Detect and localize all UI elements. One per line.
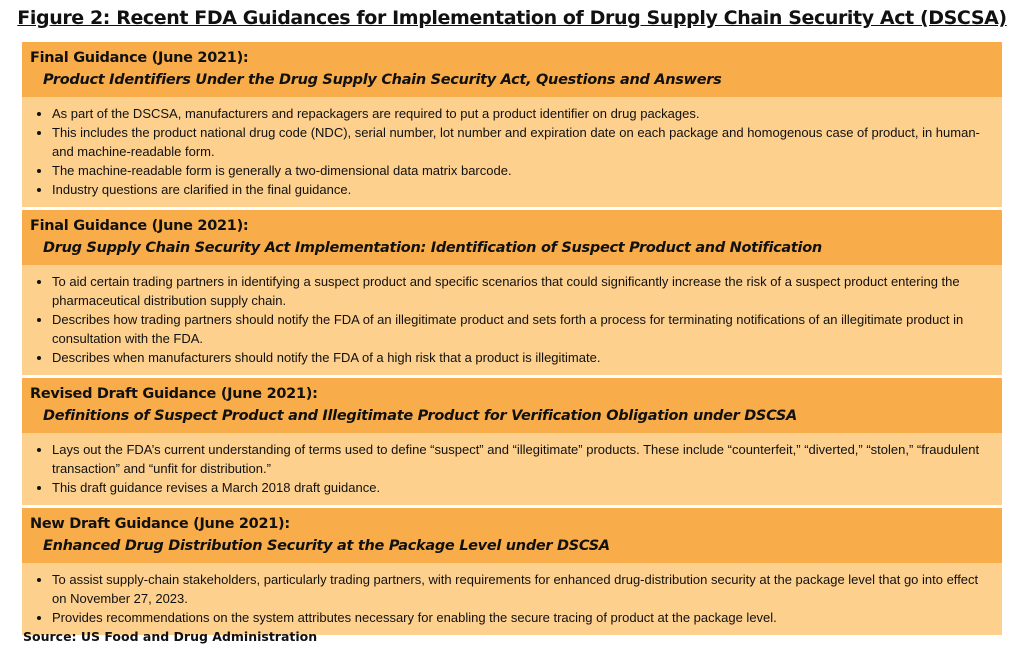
section-body: As part of the DSCSA, manufacturers and … (22, 97, 1002, 207)
section-subtitle: Definitions of Suspect Product and Illeg… (43, 408, 797, 424)
section-subtitle: Enhanced Drug Distribution Security at t… (43, 538, 610, 554)
section-label: Final Guidance (June 2021): (30, 50, 249, 66)
section-subtitle: Product Identifiers Under the Drug Suppl… (43, 72, 722, 88)
section-body: To assist supply-chain stakeholders, par… (22, 563, 1002, 635)
section-header: New Draft Guidance (June 2021): Enhanced… (22, 508, 1002, 563)
bullet-list: To aid certain trading partners in ident… (32, 272, 992, 367)
divider (22, 505, 1002, 508)
bullet-item: This draft guidance revises a March 2018… (52, 478, 992, 497)
section-label: Revised Draft Guidance (June 2021): (30, 386, 318, 402)
bullet-item: Industry questions are clarified in the … (52, 180, 992, 199)
bullet-item: To aid certain trading partners in ident… (52, 272, 992, 310)
bullet-item: Describes when manufacturers should noti… (52, 348, 992, 367)
bullet-item: As part of the DSCSA, manufacturers and … (52, 104, 992, 123)
bullet-item: Describes how trading partners should no… (52, 310, 992, 348)
bullet-list: As part of the DSCSA, manufacturers and … (32, 104, 992, 199)
section-label: Final Guidance (June 2021): (30, 218, 249, 234)
bullet-item: To assist supply-chain stakeholders, par… (52, 570, 992, 608)
section-subtitle: Drug Supply Chain Security Act Implement… (43, 240, 822, 256)
bullet-list: To assist supply-chain stakeholders, par… (32, 570, 992, 627)
guidance-table: Final Guidance (June 2021): Product Iden… (22, 42, 1002, 635)
bullet-item: Provides recommendations on the system a… (52, 608, 992, 627)
figure-title: Figure 2: Recent FDA Guidances for Imple… (17, 7, 1007, 29)
section-body: To aid certain trading partners in ident… (22, 265, 1002, 375)
bullet-item: This includes the product national drug … (52, 123, 992, 161)
divider (22, 375, 1002, 378)
divider (22, 207, 1002, 210)
section-header: Final Guidance (June 2021): Drug Supply … (22, 210, 1002, 265)
source-note: Source: US Food and Drug Administration (23, 629, 318, 644)
section-label: New Draft Guidance (June 2021): (30, 516, 290, 532)
section-body: Lays out the FDA’s current understanding… (22, 433, 1002, 505)
section-header: Revised Draft Guidance (June 2021): Defi… (22, 378, 1002, 433)
bullet-item: The machine-readable form is generally a… (52, 161, 992, 180)
bullet-item: Lays out the FDA’s current understanding… (52, 440, 992, 478)
section-header: Final Guidance (June 2021): Product Iden… (22, 42, 1002, 97)
bullet-list: Lays out the FDA’s current understanding… (32, 440, 992, 497)
